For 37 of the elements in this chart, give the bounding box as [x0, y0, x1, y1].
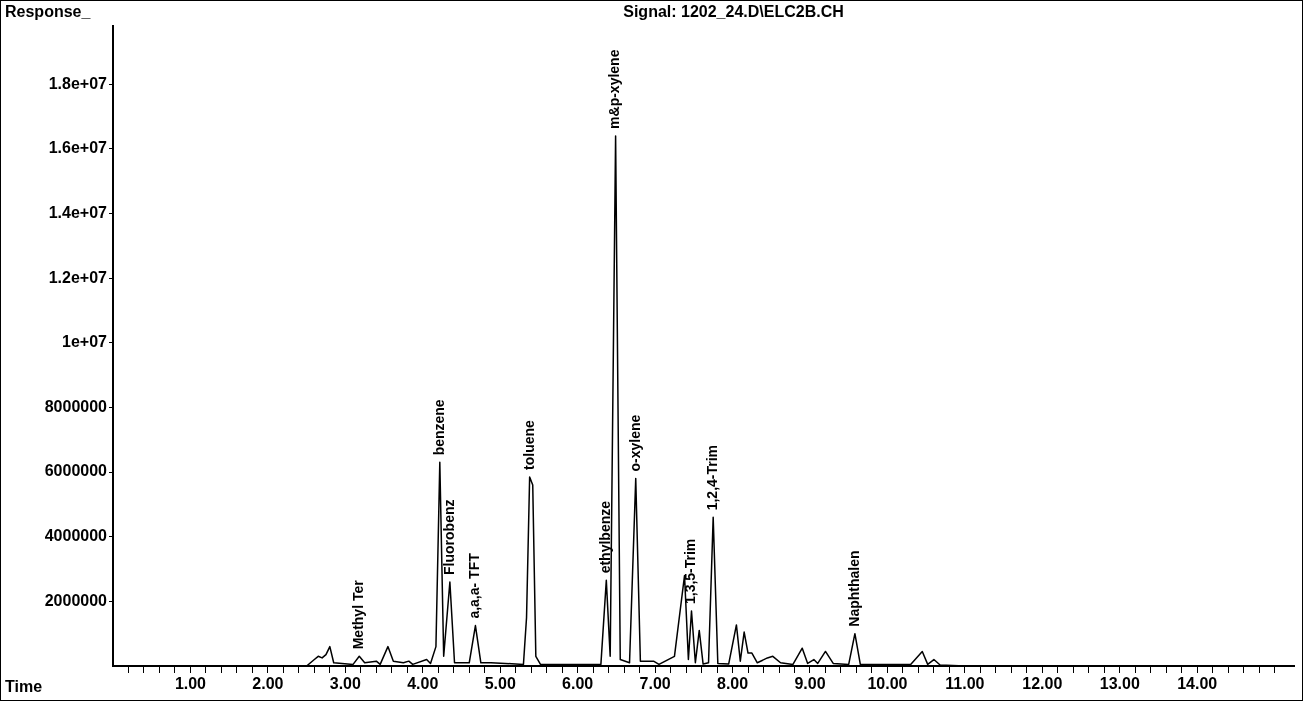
y-axis-title: Response_ — [5, 3, 92, 21]
x-tick-label: 10.00 — [867, 675, 908, 693]
annotation: 1,2,4-Trim — [704, 444, 721, 511]
y-tick-label: 1.4e+07 — [48, 203, 108, 221]
chart-title: Signal: 1202_24.D\ELC2B.CH — [623, 3, 844, 21]
x-tick-label: 3.00 — [329, 675, 361, 693]
x-tick-label: 4.00 — [407, 675, 439, 693]
y-tick-label: 1.2e+07 — [48, 268, 108, 286]
y-tick-label: 1.6e+07 — [48, 139, 108, 157]
x-tick-label: 5.00 — [484, 675, 516, 693]
x-tick-label: 14.00 — [1177, 675, 1218, 693]
annotation: a,a,a- TFT — [466, 552, 483, 619]
annotation: o-xylene — [626, 414, 643, 472]
y-tick-label: 1e+07 — [62, 333, 108, 351]
x-tick-label: 8.00 — [716, 675, 749, 693]
y-tick-label: 6000000 — [44, 462, 108, 480]
y-tick-label: 2000000 — [44, 591, 108, 609]
y-tick-label: 8000000 — [44, 397, 108, 415]
annotation: Naphthalen — [845, 550, 862, 627]
annotation: Methyl Ter — [350, 579, 367, 650]
x-tick-label: 6.00 — [562, 675, 594, 693]
x-tick-label: 13.00 — [1099, 675, 1140, 693]
annotation: toluene — [520, 419, 537, 470]
annotation: m&p-xylene — [606, 49, 623, 129]
y-tick-label: 1.8e+07 — [48, 74, 108, 92]
x-tick-label: 12.00 — [1022, 675, 1063, 693]
annotation: Fluorobenz — [440, 499, 457, 575]
x-tick-label: 7.00 — [639, 675, 671, 693]
x-tick-label: 2.00 — [252, 675, 284, 693]
x-tick-label: 1.00 — [174, 675, 207, 693]
annotation: benzene — [430, 399, 447, 456]
x-tick-label: 9.00 — [794, 675, 826, 693]
x-axis-title: Time — [5, 678, 43, 696]
annotation: 1,3,5-Trim — [682, 538, 699, 605]
x-tick-label: 11.00 — [945, 675, 985, 693]
y-tick-label: 4000000 — [44, 527, 108, 545]
annotation: ethylbenze — [597, 500, 614, 574]
